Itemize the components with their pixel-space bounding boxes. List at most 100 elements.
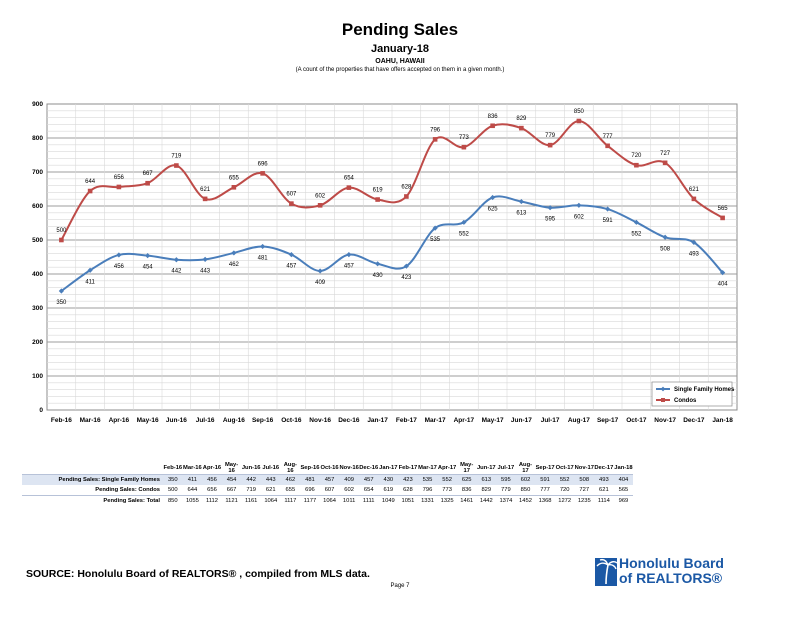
table-cell: 1272 bbox=[554, 495, 575, 506]
table-column-header: Aug-17 bbox=[515, 462, 536, 475]
table-column-header: Aug-16 bbox=[280, 462, 301, 475]
table-cell: 1112 bbox=[202, 495, 222, 506]
table-column-header: Sep-17 bbox=[535, 462, 555, 475]
x-tick-label: Aug-16 bbox=[223, 417, 245, 424]
data-label: 462 bbox=[229, 262, 240, 268]
data-label: 619 bbox=[373, 188, 384, 194]
data-label: 411 bbox=[85, 279, 95, 285]
table-row: Pending Sales: Condos 500 644 656 667 719 621 6… bbox=[22, 485, 634, 496]
data-label: 656 bbox=[114, 175, 125, 181]
data-point bbox=[490, 123, 495, 129]
data-point bbox=[547, 205, 553, 211]
table-cell: 777 bbox=[535, 485, 555, 496]
data-point bbox=[633, 219, 639, 225]
table-cell: 619 bbox=[378, 485, 399, 496]
table-cell: 654 bbox=[358, 485, 379, 496]
table-cell: 1442 bbox=[476, 495, 497, 506]
data-point bbox=[461, 219, 467, 225]
x-tick-label: Jun-17 bbox=[511, 417, 532, 424]
data-label: 654 bbox=[344, 176, 355, 182]
table-cell: 644 bbox=[182, 485, 203, 496]
table-cell: 607 bbox=[319, 485, 340, 496]
table-cell: 773 bbox=[437, 485, 457, 496]
series-line-single-family bbox=[60, 195, 724, 292]
table-cell: 667 bbox=[221, 485, 242, 496]
hbr-logo: Honolulu Board of REALTORS® bbox=[593, 554, 753, 590]
table-row-label: Pending Sales: Condos bbox=[22, 485, 163, 496]
data-label: 404 bbox=[718, 282, 729, 288]
x-tick-label: Mar-16 bbox=[80, 417, 101, 424]
table-cell: 404 bbox=[613, 474, 634, 485]
data-point bbox=[145, 253, 151, 259]
table-cell: 462 bbox=[280, 474, 301, 485]
data-label: 696 bbox=[258, 161, 269, 167]
table-cell: 456 bbox=[202, 474, 222, 485]
data-label: 628 bbox=[401, 184, 412, 190]
data-point bbox=[634, 162, 639, 168]
data-label: 457 bbox=[344, 264, 355, 270]
table-cell: 727 bbox=[574, 485, 595, 496]
y-tick-label: 900 bbox=[32, 101, 43, 108]
table-cell: 720 bbox=[554, 485, 575, 496]
data-point bbox=[317, 203, 323, 208]
table-column-header: May-16 bbox=[221, 462, 242, 475]
x-tick-label: Apr-16 bbox=[109, 417, 130, 424]
x-tick-label: Jul-16 bbox=[196, 417, 215, 424]
data-point bbox=[202, 196, 208, 202]
table-column-header: Mar-16 bbox=[182, 462, 203, 475]
data-point bbox=[432, 225, 438, 231]
x-tick-label: Oct-17 bbox=[626, 417, 647, 424]
data-label: 719 bbox=[171, 154, 182, 160]
table-cell: 591 bbox=[535, 474, 555, 485]
table-cell: 1452 bbox=[515, 495, 536, 506]
table-cell: 500 bbox=[163, 485, 183, 496]
x-tick-label: Jun-16 bbox=[166, 417, 187, 424]
table-cell: 1011 bbox=[339, 495, 359, 506]
data-label: 508 bbox=[660, 246, 671, 252]
x-tick-label: Sep-17 bbox=[597, 417, 619, 424]
table-cell: 1064 bbox=[260, 495, 281, 506]
table-cell: 1055 bbox=[182, 495, 203, 506]
data-point bbox=[519, 125, 524, 131]
data-point bbox=[173, 257, 179, 263]
logo-line-1: Honolulu Board bbox=[619, 555, 724, 571]
x-tick-label: Aug-17 bbox=[568, 417, 590, 424]
data-point bbox=[59, 237, 64, 243]
table-row: Pending Sales: Single Family Homes 350 411… bbox=[22, 474, 634, 485]
logo-line-2: of REALTORS® bbox=[619, 570, 723, 586]
x-tick-label: Jan-18 bbox=[712, 417, 733, 424]
page-title: Pending Sales bbox=[341, 20, 459, 39]
table-cell: 1161 bbox=[241, 495, 261, 506]
data-point bbox=[720, 270, 726, 276]
table-cell: 628 bbox=[398, 485, 418, 496]
data-label: 836 bbox=[488, 114, 499, 120]
table-cell: 829 bbox=[476, 485, 497, 496]
data-point bbox=[375, 261, 381, 267]
table-row: Pending Sales: Total 850 1055 1112 1121 1161 1… bbox=[22, 495, 634, 506]
table-column-header: Sep-16 bbox=[300, 462, 320, 475]
y-tick-label: 600 bbox=[32, 203, 43, 210]
page-subtitle: January-18 bbox=[370, 43, 430, 55]
table-column-header: Dec-17 bbox=[594, 462, 614, 475]
table-cell: 350 bbox=[163, 474, 183, 485]
table-cell: 493 bbox=[594, 474, 614, 485]
table-cell: 696 bbox=[300, 485, 320, 496]
data-label: 552 bbox=[631, 231, 642, 237]
table-column-header: Feb-16 bbox=[163, 462, 183, 475]
data-point bbox=[490, 194, 496, 201]
data-point bbox=[605, 143, 610, 149]
x-tick-label: Feb-16 bbox=[51, 417, 72, 424]
table-cell: 411 bbox=[182, 474, 203, 485]
table-cell: 595 bbox=[496, 474, 516, 485]
table-cell: 1235 bbox=[574, 495, 595, 506]
table-cell: 602 bbox=[339, 485, 359, 496]
data-point bbox=[58, 288, 64, 294]
data-label: 602 bbox=[574, 214, 585, 220]
table-row-label: Pending Sales: Total bbox=[22, 495, 163, 506]
table-cell: 442 bbox=[241, 474, 261, 485]
data-label: 457 bbox=[286, 264, 297, 270]
table-cell: 655 bbox=[280, 485, 301, 496]
y-tick-label: 200 bbox=[32, 339, 43, 346]
data-label: 602 bbox=[315, 193, 326, 199]
table-cell: 1368 bbox=[535, 495, 555, 506]
